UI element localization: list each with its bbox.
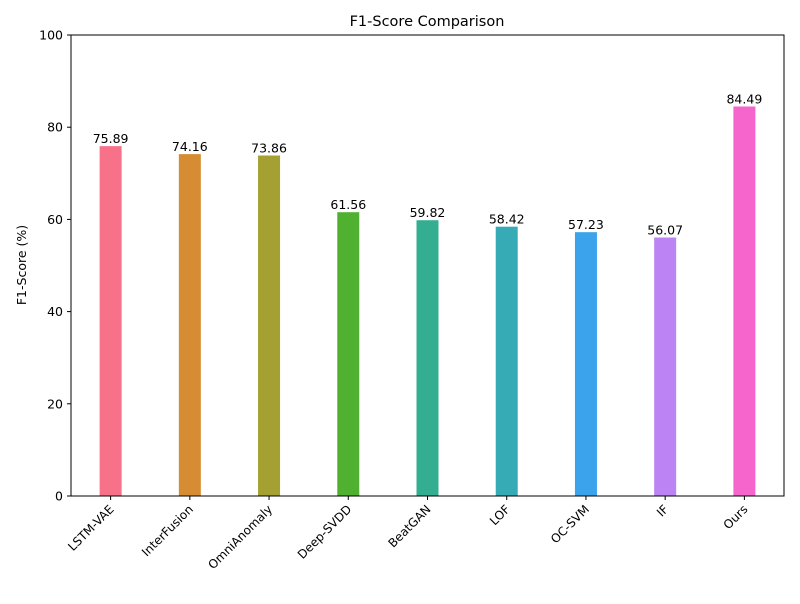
bar-lof bbox=[495, 226, 518, 496]
bar-value-label: 56.07 bbox=[647, 223, 683, 238]
bars-group bbox=[99, 106, 756, 497]
y-tick-label: 40 bbox=[47, 304, 63, 319]
y-axis: 0 20 40 60 80 100 bbox=[39, 28, 71, 504]
bar-lstm-vae bbox=[99, 146, 122, 496]
x-tick-label: OmniAnomaly bbox=[205, 502, 275, 572]
plot-frame bbox=[70, 34, 785, 497]
x-tick-label: LOF bbox=[487, 502, 513, 528]
bar-ours bbox=[733, 106, 756, 496]
bar-omnianomaly bbox=[258, 155, 281, 496]
bar-value-label: 84.49 bbox=[726, 92, 762, 107]
x-tick-label: IF bbox=[654, 502, 671, 519]
bar-value-label: 61.56 bbox=[330, 197, 366, 212]
y-tick-label: 100 bbox=[39, 28, 63, 43]
bar-value-label: 58.42 bbox=[489, 212, 525, 227]
y-tick-label: 60 bbox=[47, 212, 63, 227]
bar-deep-svdd bbox=[337, 212, 360, 496]
x-tick-label: Ours bbox=[721, 502, 751, 532]
bar-value-label: 73.86 bbox=[251, 141, 287, 156]
x-axis: LSTM-VAE InterFusion OmniAnomaly Deep-SVDD B… bbox=[65, 496, 751, 572]
bar-oc-svm bbox=[574, 232, 597, 497]
y-tick-label: 80 bbox=[47, 120, 63, 135]
bar-value-label: 74.16 bbox=[172, 139, 208, 154]
chart-title: F1-Score Comparison bbox=[350, 14, 505, 30]
y-tick-label: 20 bbox=[47, 396, 63, 411]
bar-beatgan bbox=[416, 220, 439, 496]
y-tick-label: 0 bbox=[55, 489, 63, 504]
x-tick-label: BeatGAN bbox=[385, 502, 433, 550]
x-tick-label: Deep-SVDD bbox=[295, 502, 355, 562]
x-tick-label: OC-SVM bbox=[548, 502, 592, 546]
x-tick-label: InterFusion bbox=[139, 502, 196, 559]
bar-if bbox=[654, 237, 677, 496]
y-axis-label: F1-Score (%) bbox=[14, 225, 29, 305]
bar-value-label: 75.89 bbox=[93, 131, 129, 146]
bar-value-label: 59.82 bbox=[410, 205, 446, 220]
bar-value-label: 57.23 bbox=[568, 217, 604, 232]
x-tick-label: LSTM-VAE bbox=[65, 502, 117, 554]
bar-interfusion bbox=[178, 154, 201, 496]
bar-labels-group: 75.89 74.16 73.86 61.56 59.82 58.42 57.23 56.07… bbox=[93, 92, 763, 238]
